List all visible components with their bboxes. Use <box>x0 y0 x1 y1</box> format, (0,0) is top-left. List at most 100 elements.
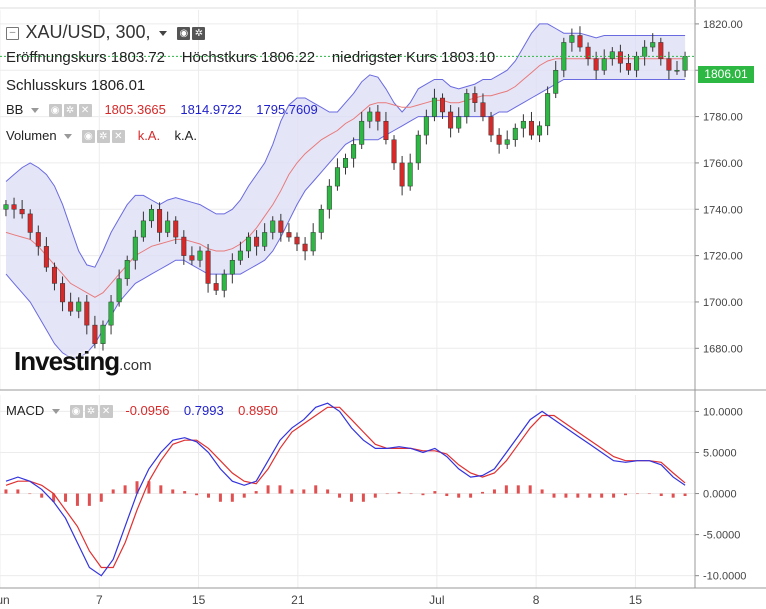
candle-body <box>585 46 591 59</box>
candle-body <box>431 97 437 117</box>
candle-body <box>545 93 551 127</box>
candle-body <box>140 220 146 238</box>
volume-value-1: k.A. <box>137 128 161 143</box>
candle-body <box>601 58 607 71</box>
investing-logo: Investing.com <box>14 346 152 377</box>
macd-histogram-bar <box>564 493 568 498</box>
macd-histogram-bar <box>135 481 139 494</box>
candle-body <box>189 255 195 261</box>
candle-body <box>593 58 599 71</box>
close-icon[interactable]: ✕ <box>111 130 125 144</box>
eye-icon[interactable]: ◉ <box>69 405 83 419</box>
macd-histogram-bar <box>99 493 103 502</box>
candle-body <box>19 209 25 215</box>
candle-body <box>27 213 33 233</box>
candle-body <box>229 259 235 275</box>
candle-body <box>383 120 389 141</box>
close-icon[interactable]: ✕ <box>99 405 113 419</box>
macd-signal-value: 0.8950 <box>238 403 278 418</box>
x-tick-label: Jul <box>429 593 444 607</box>
y-tick-label: 1680.00 <box>703 343 743 355</box>
candle-body <box>294 236 300 245</box>
macd-histogram-bar <box>87 493 91 506</box>
candle-body <box>205 250 211 284</box>
candle-body <box>148 209 154 222</box>
candle-body <box>254 236 260 247</box>
candle-body <box>504 139 510 145</box>
macd-histogram-bar <box>397 491 401 494</box>
macd-histogram-bar <box>171 489 175 494</box>
x-tick-label: 8 <box>533 593 540 607</box>
candle-body <box>237 250 243 261</box>
candle-body <box>245 236 251 252</box>
candle-body <box>3 204 9 210</box>
candle-body <box>343 158 349 168</box>
candle-body <box>642 46 648 57</box>
chevron-down-icon[interactable] <box>64 134 73 140</box>
macd-histogram-bar <box>111 489 115 494</box>
candle-body <box>456 116 462 129</box>
macd-label[interactable]: MACD <box>6 403 45 418</box>
candle-body <box>448 111 454 129</box>
candle-body <box>537 125 543 136</box>
y-tick-label: 1740.00 <box>703 204 743 216</box>
candle-body <box>407 162 413 187</box>
candle-body <box>262 232 268 247</box>
macd-histogram-bar <box>504 485 508 494</box>
chart-header: – XAU/USD, 300, ◉ ✲ <box>6 22 207 43</box>
logo-main: Investing <box>14 346 120 376</box>
macd-histogram-bar <box>647 493 651 495</box>
y-tick-label: 1720.00 <box>703 251 743 263</box>
symbol-label[interactable]: XAU/USD, 300, <box>25 22 151 42</box>
candle-body <box>35 232 41 247</box>
macd-histogram-bar <box>230 493 234 502</box>
x-tick-label: Jun <box>0 593 10 607</box>
macd-histogram-bar <box>242 493 246 498</box>
bb-upper-value: 1814.9722 <box>180 102 242 117</box>
eye-icon[interactable]: ◉ <box>177 27 191 41</box>
candle-body <box>577 35 583 48</box>
y-tick-label: 1820.00 <box>703 19 743 31</box>
macd-histogram-bar <box>183 491 187 494</box>
macd-histogram-bar <box>469 493 473 498</box>
collapse-icon[interactable]: – <box>6 27 19 41</box>
close-icon[interactable]: ✕ <box>78 104 92 118</box>
macd-y-tick-label: 10.0000 <box>703 406 743 418</box>
volume-value-2: k.A. <box>174 128 197 143</box>
macd-histogram-bar <box>75 493 79 506</box>
ohlc-row: Eröffnungskurs 1803.72 Höchstkurs 1806.2… <box>6 49 495 66</box>
chevron-down-icon[interactable] <box>30 108 39 114</box>
macd-histogram-bar <box>528 485 532 494</box>
macd-histogram-bar <box>361 493 365 502</box>
macd-histogram-bar <box>28 493 32 495</box>
bb-mid-value: 1805.3665 <box>104 102 166 117</box>
gear-icon[interactable]: ✲ <box>63 104 77 118</box>
candle-body <box>318 209 324 233</box>
candle-body <box>682 56 688 71</box>
volume-label[interactable]: Volumen <box>6 128 57 143</box>
bb-label[interactable]: BB <box>6 102 24 117</box>
candle-body <box>326 185 332 210</box>
eye-icon[interactable]: ◉ <box>81 130 95 144</box>
candle-body <box>609 51 615 59</box>
gear-icon[interactable]: ✲ <box>84 405 98 419</box>
gear-icon[interactable]: ✲ <box>192 27 206 41</box>
eye-icon[interactable]: ◉ <box>48 104 62 118</box>
macd-histogram-bar <box>635 493 639 495</box>
chevron-down-icon[interactable] <box>51 409 60 415</box>
candle-body <box>92 324 98 344</box>
chevron-down-icon[interactable] <box>158 31 167 37</box>
macd-histogram-bar <box>445 493 449 497</box>
current-price-tag: 1806.01 <box>698 66 754 83</box>
macd-legend: MACD ◉ ✲ ✕ -0.0956 0.7993 0.8950 <box>6 403 278 419</box>
candle-body <box>617 51 623 64</box>
candle-body <box>213 283 219 291</box>
candle-body <box>520 120 526 129</box>
candle-body <box>221 273 227 291</box>
macd-line <box>5 402 686 577</box>
macd-signal-line <box>5 406 686 569</box>
candle-body <box>440 97 446 113</box>
gear-icon[interactable]: ✲ <box>96 130 110 144</box>
candle-body <box>553 69 559 94</box>
